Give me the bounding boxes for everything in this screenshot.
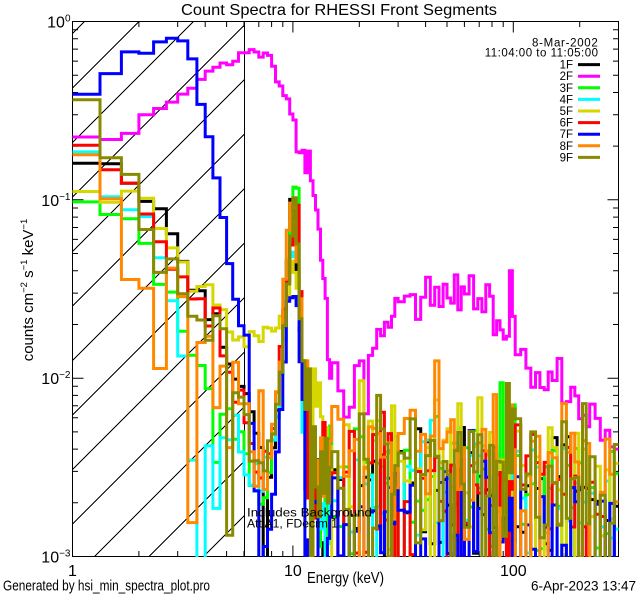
svg-text:7F: 7F <box>560 129 573 141</box>
svg-text:4F: 4F <box>560 94 573 106</box>
svg-text:5F: 5F <box>560 106 573 118</box>
svg-text:11:04:00 to 11:05:00: 11:04:00 to 11:05:00 <box>485 48 599 60</box>
svg-text:Includes Background: Includes Background <box>247 508 372 520</box>
svg-text:1F: 1F <box>560 60 573 72</box>
svg-text:9F: 9F <box>560 152 573 164</box>
svg-text:3F: 3F <box>560 83 573 95</box>
svg-text:8-Mar-2002: 8-Mar-2002 <box>532 38 598 50</box>
svg-text:6-Apr-2023 13:47: 6-Apr-2023 13:47 <box>531 578 636 594</box>
svg-text:2F: 2F <box>560 71 573 83</box>
svg-text:counts cm−2 s−1 keV−1: counts cm−2 s−1 keV−1 <box>19 219 37 362</box>
svg-text:Count Spectra for RHESSI Front: Count Spectra for RHESSI Front Segments <box>181 2 497 19</box>
svg-text:Energy (keV): Energy (keV) <box>307 570 384 587</box>
svg-text:10: 10 <box>284 563 302 580</box>
svg-text:Att A1, FDecim 1: Att A1, FDecim 1 <box>247 519 338 531</box>
svg-text:100: 100 <box>500 563 527 580</box>
svg-text:1: 1 <box>68 563 77 580</box>
svg-text:6F: 6F <box>560 118 573 130</box>
svg-text:8F: 8F <box>560 141 573 153</box>
svg-text:Generated by hsi_min_spectra_p: Generated by hsi_min_spectra_plot.pro <box>3 578 210 595</box>
